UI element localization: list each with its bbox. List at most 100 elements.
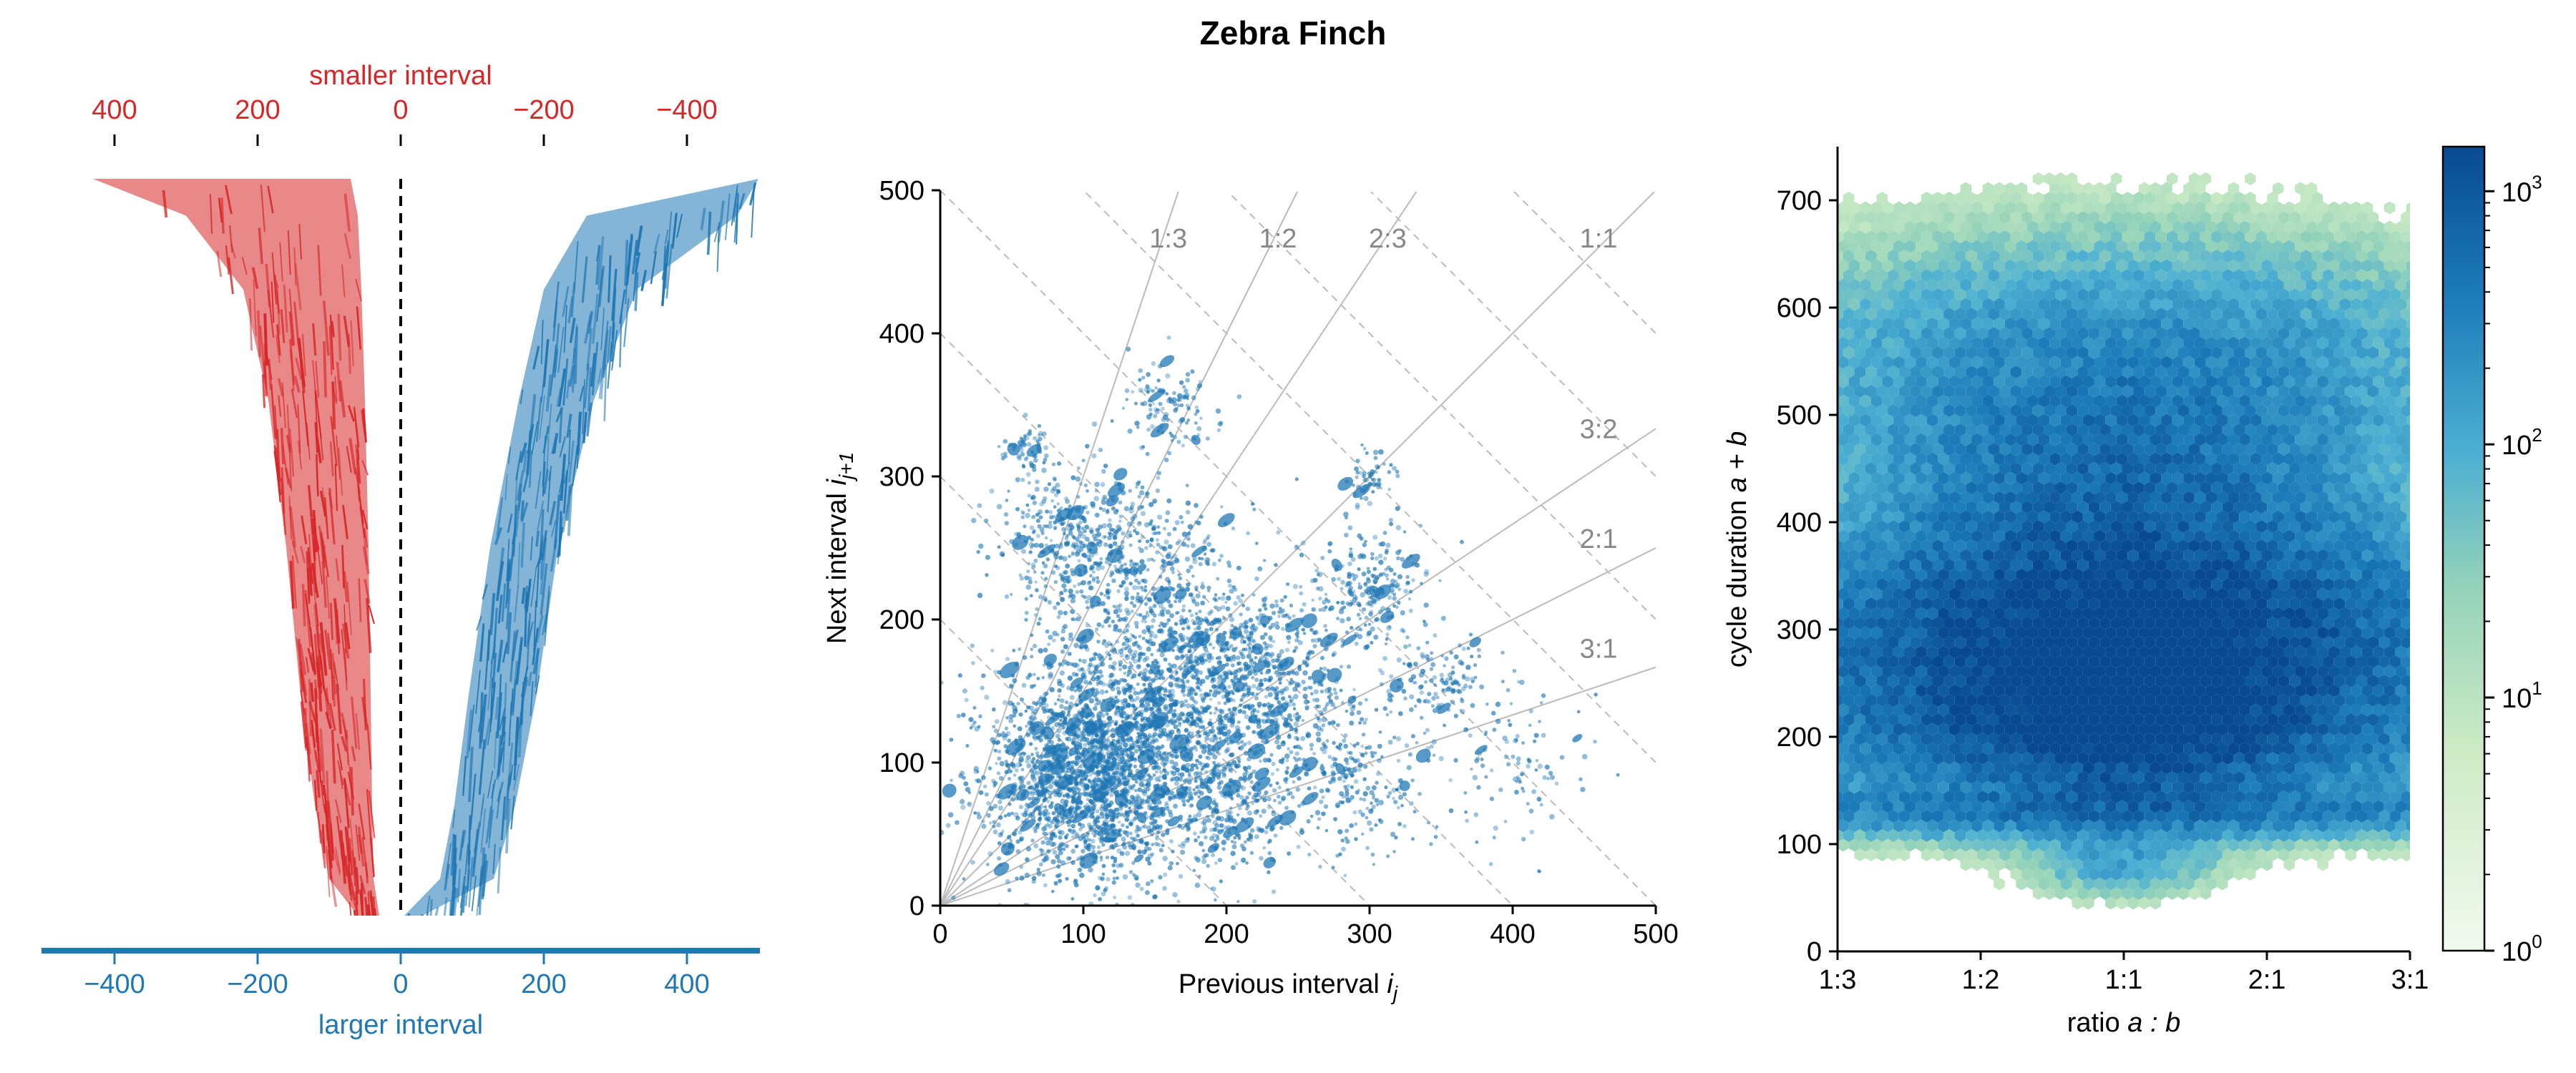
- scatter-point: [1056, 614, 1061, 619]
- scatter-point: [963, 781, 969, 787]
- scatter-point: [1333, 691, 1338, 695]
- scatter-point: [978, 790, 984, 795]
- data-streak: [277, 378, 284, 397]
- scatter-point: [1115, 705, 1120, 710]
- scatter-point: [1128, 870, 1133, 874]
- scatter-point: [1016, 702, 1020, 706]
- scatter-point: [1143, 521, 1150, 528]
- scatter-point: [1186, 582, 1191, 587]
- data-streak: [476, 615, 482, 631]
- scatter-point: [1028, 672, 1033, 677]
- scatter-point: [1127, 895, 1133, 900]
- scatter-point: [1271, 889, 1277, 894]
- scatter-point: [1004, 759, 1008, 764]
- scatter-point: [1124, 700, 1128, 704]
- scatter-point: [1093, 745, 1098, 750]
- scatter-point: [1119, 760, 1123, 765]
- scatter-point: [1100, 674, 1104, 678]
- data-streak: [502, 732, 506, 773]
- scatter-point: [1287, 695, 1292, 699]
- scatter-point: [1216, 675, 1222, 681]
- scatter-point: [1070, 848, 1076, 854]
- data-streak: [634, 272, 639, 311]
- scatter-point: [1203, 696, 1206, 700]
- scatter-point: [1125, 752, 1129, 757]
- scatter-point: [1156, 476, 1161, 480]
- scatter-point: [1177, 539, 1182, 544]
- scatter-point: [1219, 660, 1222, 664]
- scatter-point: [1158, 775, 1162, 779]
- scatter-point: [1024, 610, 1029, 615]
- scatter-point: [950, 778, 953, 783]
- scatter-point: [1152, 559, 1156, 563]
- data-streak: [319, 490, 327, 517]
- scatter-point: [1194, 838, 1198, 843]
- scatter-point: [1274, 739, 1280, 745]
- scatter-point: [959, 798, 965, 805]
- scatter-point: [1171, 648, 1175, 652]
- scatter-point: [1151, 641, 1156, 647]
- data-streak: [579, 386, 585, 402]
- scatter-point: [1207, 721, 1212, 726]
- scatter-point: [1269, 704, 1274, 709]
- data-streak: [300, 690, 306, 716]
- scatter-point: [1223, 715, 1229, 721]
- data-streak: [316, 454, 319, 496]
- scatter-point: [1318, 597, 1322, 601]
- scatter-point: [1116, 876, 1119, 880]
- data-streak: [542, 461, 546, 496]
- scatter-point: [1177, 722, 1182, 727]
- scatter-point: [960, 804, 966, 810]
- data-streak: [311, 720, 316, 748]
- data-streak: [567, 440, 575, 483]
- scatter-point: [1169, 675, 1175, 680]
- scatter-point: [1091, 768, 1096, 771]
- data-streak: [525, 579, 532, 612]
- scatter-point: [1202, 594, 1206, 599]
- scatter-point: [1167, 695, 1171, 699]
- data-streak: [336, 435, 341, 480]
- scatter-point: [1090, 671, 1096, 677]
- scatter-point: [1304, 662, 1309, 667]
- data-streak: [510, 795, 515, 830]
- data-streak: [322, 685, 330, 705]
- scatter-point: [1138, 722, 1143, 727]
- scatter-point: [1109, 642, 1113, 647]
- scatter-point: [1204, 557, 1211, 563]
- data-streak: [478, 866, 484, 916]
- scatter-point: [1220, 604, 1226, 610]
- scatter-point: [1144, 546, 1148, 550]
- data-streak: [443, 897, 448, 916]
- data-streak: [540, 537, 547, 595]
- scatter-point: [1058, 662, 1063, 667]
- scatter-point: [1171, 570, 1175, 574]
- scatter-point: [1282, 740, 1286, 745]
- scatter-point: [976, 770, 980, 773]
- data-streak: [567, 484, 573, 536]
- data-streak: [358, 578, 362, 622]
- scatter-point: [1138, 490, 1145, 496]
- scatter-point: [1350, 711, 1355, 717]
- scatter-point: [1188, 659, 1194, 665]
- scatter-point: [1116, 698, 1121, 703]
- scatter-point: [1176, 639, 1180, 644]
- data-streak: [351, 696, 358, 749]
- data-streak: [326, 687, 333, 729]
- scatter-point: [1261, 808, 1267, 814]
- scatter-point: [1066, 736, 1072, 742]
- scatter-point: [1083, 834, 1089, 840]
- scatter-point: [1095, 809, 1100, 813]
- scatter-point: [972, 720, 977, 725]
- scatter-point: [1184, 556, 1191, 562]
- data-streak: [502, 642, 508, 663]
- scatter-point: [1125, 610, 1131, 616]
- scatter-point: [1075, 844, 1079, 848]
- scatter-point: [1223, 701, 1227, 705]
- scatter-point: [1209, 627, 1214, 632]
- scatter-point: [1044, 743, 1049, 748]
- scatter-point: [1106, 611, 1111, 615]
- data-streak: [368, 890, 374, 916]
- data-streak: [631, 240, 638, 275]
- scatter-point: [1328, 698, 1332, 702]
- scatter-point: [1213, 619, 1219, 624]
